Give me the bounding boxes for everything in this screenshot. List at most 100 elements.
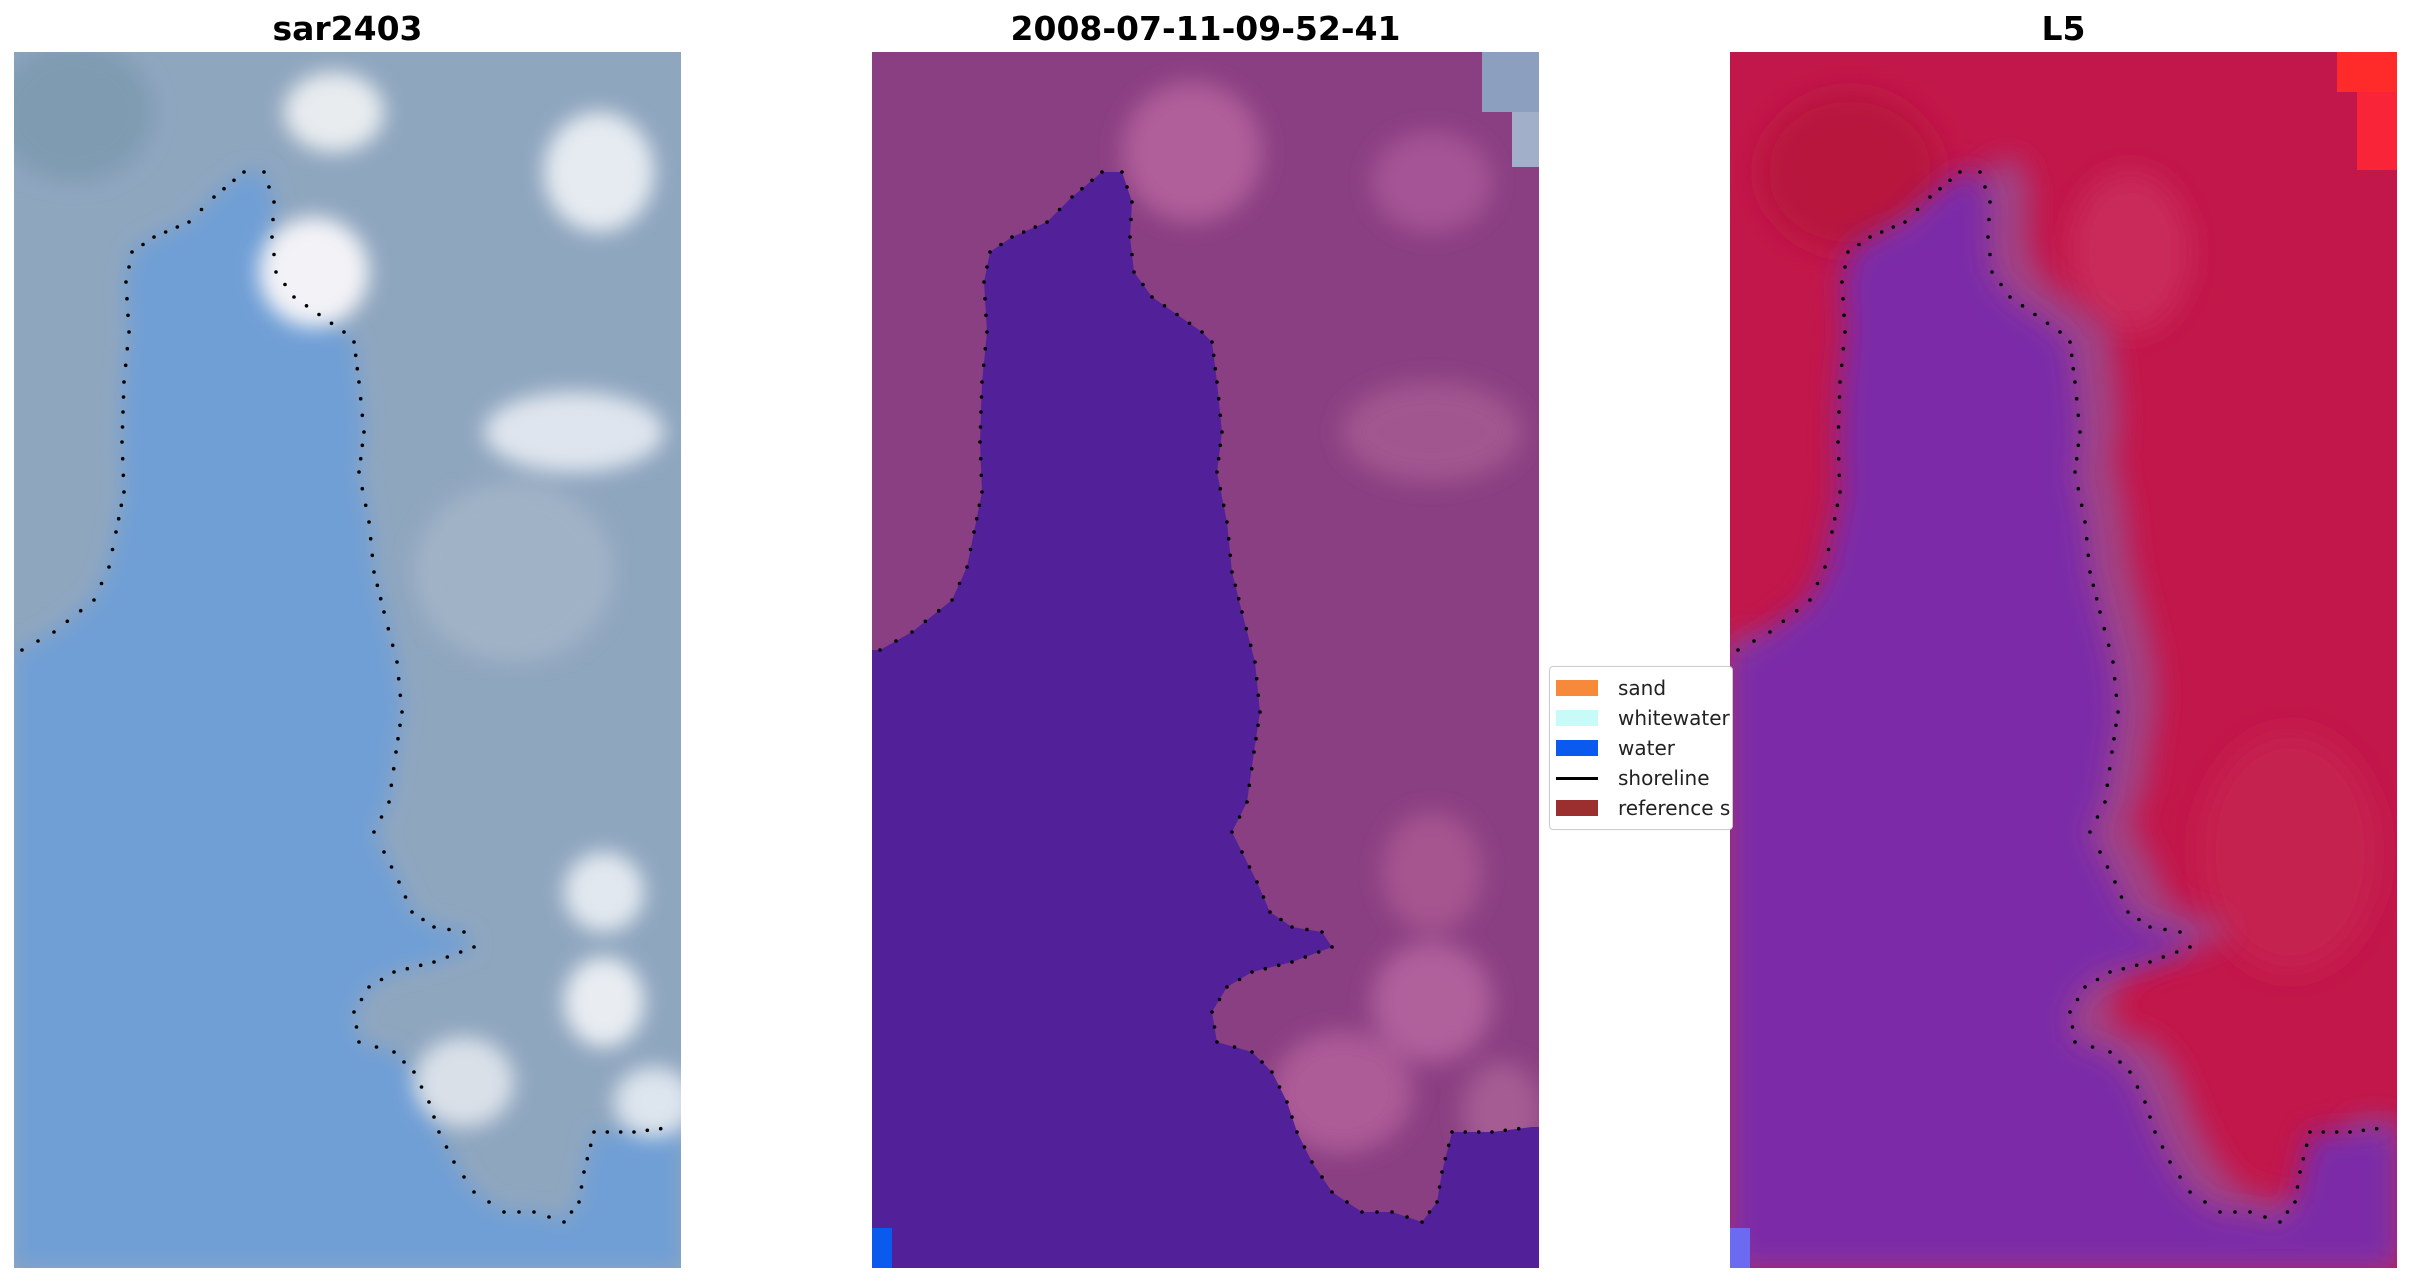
shoreline-dot [1516,1126,1521,1131]
shoreline-dot [658,1126,663,1131]
shoreline-dot [1232,1045,1237,1049]
shoreline-dot [125,296,129,301]
shoreline-dot [262,170,266,174]
shoreline-dot [1330,1190,1334,1194]
shoreline-dot [1915,207,1920,212]
shoreline-dot [1405,1215,1409,1219]
shoreline-dot [1879,230,1884,234]
shoreline-dot [1320,930,1324,934]
shoreline-dot [1218,413,1223,418]
shoreline-dot [1843,330,1847,334]
shoreline-dot [1835,503,1840,508]
shoreline-dot [1437,1185,1442,1189]
shoreline-dot [1218,443,1223,448]
shoreline-dot [1258,710,1262,714]
shoreline-dot [120,440,124,444]
shoreline-dot [130,250,134,254]
shoreline-dot [382,610,386,614]
shoreline-dot [1021,230,1026,234]
shoreline-dot [2102,626,2107,631]
shoreline-dot [1215,470,1219,474]
shoreline-dot [2301,1156,2306,1161]
shoreline-dot [396,676,401,681]
shoreline-dot [390,643,395,648]
shoreline-dot [1868,235,1872,239]
legend-label: sand [1618,676,1667,700]
shoreline-dot [2073,380,2077,384]
shoreline-dot [1302,1145,1307,1149]
shoreline-dot [547,1215,551,1219]
shoreline-dot [1225,520,1229,524]
shoreline-dot [317,312,321,317]
legend-label: whitewater [1618,706,1730,730]
shoreline-dot [1230,830,1234,834]
shoreline-dot [2128,1070,2132,1074]
legend-item-reference-shoreline: reference shoreline [1550,793,1732,823]
shoreline-dot [2090,1045,2095,1049]
shoreline-dot [1435,1200,1439,1204]
shoreline-dot [1220,430,1224,434]
classified-image [872,52,1539,1268]
reference-shoreline-swatch [1556,800,1598,816]
shoreline-dot [1285,1100,1289,1104]
shoreline-dot [389,783,394,788]
shoreline-dot [462,930,466,934]
legend-label: shoreline [1618,766,1710,790]
shoreline-dot [1033,225,1038,229]
shoreline-dot [1212,1025,1217,1029]
panel-title-rgb: sar2403 [272,9,423,48]
shoreline-dot [1221,503,1226,508]
shoreline-dot [445,955,450,959]
shoreline-dot [1245,800,1249,804]
whitewater-swatch [1556,710,1598,726]
shoreline-dot [163,230,168,234]
shoreline-dot [2188,1190,2192,1194]
shoreline-dot [2091,583,2096,588]
shoreline-dots [20,170,663,1224]
shoreline-dot [359,997,364,1002]
shoreline-dot [1463,1130,1468,1134]
shoreline-dot [78,608,83,613]
shoreline-dot [2304,1143,2309,1148]
shoreline-dot [212,195,216,199]
shoreline-dot [618,1130,623,1134]
shoreline-dot [983,296,987,301]
shoreline-dot [418,963,423,968]
shoreline-dot [2086,553,2091,558]
shoreline-dot [2058,330,2062,334]
shoreline-dot [2083,520,2087,524]
shoreline-dot [1090,178,1094,183]
shoreline-dot [1808,598,1812,602]
shoreline-dot [1279,917,1283,922]
shoreline-dot [1841,296,1845,301]
shoreline-dot [1443,1156,1448,1161]
shoreline-dot [1891,225,1896,229]
shoreline-dot [645,1128,650,1133]
shoreline-dot [1440,1170,1444,1174]
shoreline-dot [2076,413,2081,418]
shoreline-dot [1830,530,1834,534]
shoreline-dot [1218,486,1223,491]
shoreline-dot [1988,200,1992,204]
shoreline-dot [2160,1145,2165,1149]
shoreline-dot [367,520,371,524]
shoreline-dot [2361,1128,2366,1133]
shoreline-dot [357,380,361,384]
shoreline-dot [1100,170,1104,174]
shoreline-dot [410,910,414,914]
shoreline-dot [1141,282,1145,287]
shoreline-dot [532,1210,536,1214]
shoreline-dot [2114,693,2119,698]
shoreline-dot [1958,170,1962,174]
shoreline-dot [2078,430,2082,434]
shoreline-dot [354,1025,359,1029]
shoreline-dot [127,265,131,269]
shoreline-dot [1360,1210,1364,1214]
shoreline-dot [1843,265,1847,269]
shoreline-dot [2107,766,2112,771]
shoreline-dot [2088,830,2092,834]
shoreline-dot [2285,1210,2290,1214]
shoreline-dot [1987,217,1991,222]
shoreline-dot [342,330,346,334]
shoreline-dot [1938,186,1942,191]
